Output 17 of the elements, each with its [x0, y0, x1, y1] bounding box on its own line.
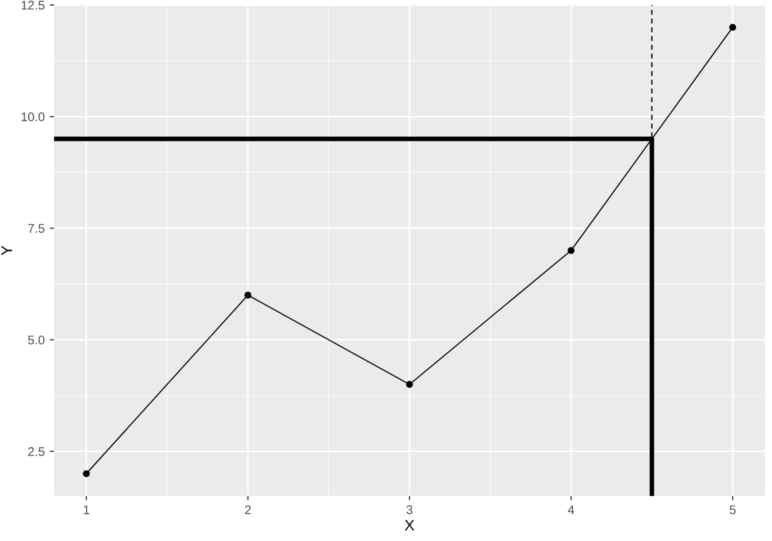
point — [406, 380, 413, 388]
y-axis-title: Y — [1, 246, 12, 256]
x-axis-title: X — [404, 520, 414, 531]
point — [729, 24, 736, 31]
x-tick-label: 4 — [568, 505, 574, 514]
y-tick-label: 10.0 — [22, 112, 44, 122]
point — [568, 247, 575, 254]
y-tick-label: 2.5 — [28, 447, 44, 456]
point — [244, 292, 252, 299]
x-tick-label: 3 — [406, 505, 412, 514]
x-tick-label: 2 — [245, 505, 251, 514]
y-tick-label: 5.0 — [28, 336, 44, 344]
y-tick-label: 12.5 — [22, 0, 44, 10]
x-tick-label: 5 — [730, 505, 736, 514]
x-tick-label: 1 — [84, 505, 90, 514]
y-tick-label: 7.5 — [28, 224, 44, 233]
point — [82, 470, 90, 478]
